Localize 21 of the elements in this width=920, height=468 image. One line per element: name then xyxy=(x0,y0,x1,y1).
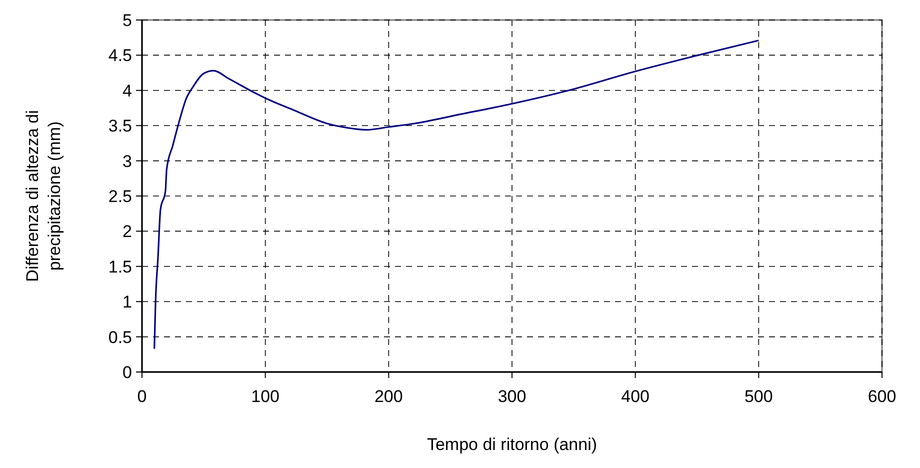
y-tick-label: 5 xyxy=(122,10,132,30)
y-axis-title: Differenza di altezza di precipitazione (mm) xyxy=(23,110,64,282)
x-tick-label: 300 xyxy=(498,387,526,406)
x-tick-label: 600 xyxy=(868,387,896,406)
y-tick-label: 2.5 xyxy=(108,186,132,206)
y-tick-label: 0.5 xyxy=(108,328,132,347)
x-tick-label: 200 xyxy=(374,387,403,406)
y-tick-label: 1.5 xyxy=(108,257,132,276)
x-tick-label: 100 xyxy=(251,387,280,406)
line-series xyxy=(154,40,760,350)
y-tick-label: 1 xyxy=(122,292,132,312)
y-tick-label: 4 xyxy=(122,81,132,100)
y-tick-label: 2 xyxy=(122,222,132,242)
y-tick-label: 3 xyxy=(122,152,132,171)
y-tick-label: 3.5 xyxy=(108,116,132,136)
x-tick-label: 500 xyxy=(744,387,773,406)
y-tick-label: 0 xyxy=(122,362,132,382)
x-axis-title: Tempo di ritorno (anni) xyxy=(426,435,598,454)
x-tick-label: 400 xyxy=(621,387,650,406)
y-tick-label: 4.5 xyxy=(108,46,132,66)
x-tick-label: 0 xyxy=(137,387,147,406)
